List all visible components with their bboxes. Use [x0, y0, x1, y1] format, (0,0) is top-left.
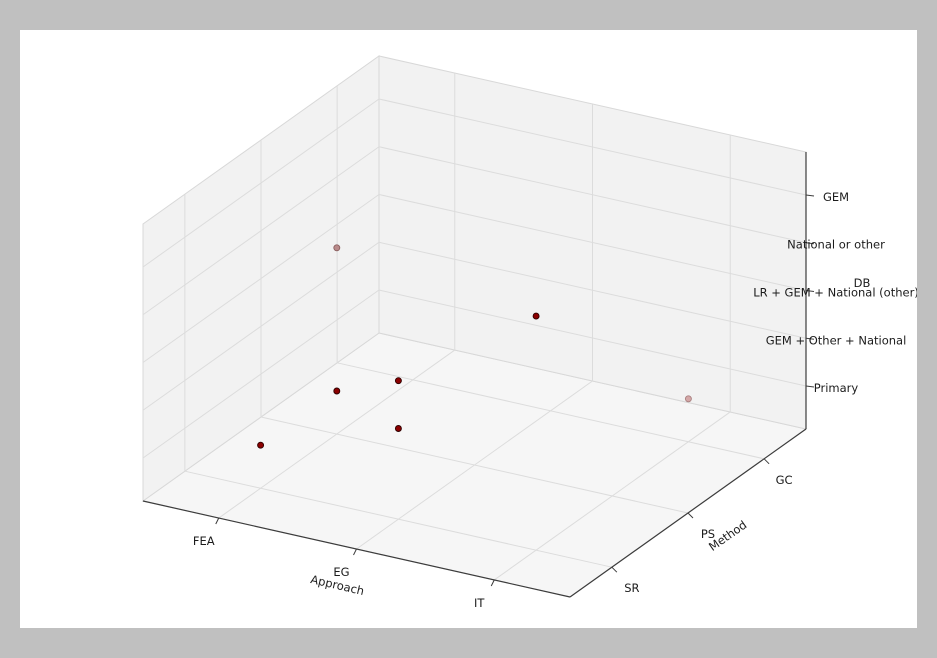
z-tick	[805, 337, 815, 340]
y-tick-label: GC	[776, 473, 793, 487]
z-axis-label: DB	[854, 276, 871, 290]
z-tick-label: LR + GEM + National (other)	[753, 286, 917, 300]
y-tick-label: PS	[701, 527, 715, 541]
z-tick	[805, 385, 815, 388]
gridline	[142, 146, 380, 316]
y-tick-label: SR	[624, 581, 639, 595]
data-point	[394, 425, 402, 432]
gridline	[260, 416, 689, 514]
x-tick	[490, 579, 495, 587]
y-tick	[687, 512, 694, 519]
gridline	[378, 194, 807, 291]
x-tick	[215, 517, 220, 525]
x-tick	[353, 548, 357, 556]
z-tick-label: National or other	[787, 238, 885, 252]
gridline	[378, 98, 807, 196]
z-tick-label: Primary	[814, 381, 859, 395]
data-point	[394, 377, 402, 385]
z-tick-label: GEM	[823, 190, 849, 204]
x-tick-label: FEA	[193, 534, 215, 548]
data-point	[333, 244, 341, 252]
figure-canvas: FEA EG IT SR PS GC Primary GEM + Other + Nation…	[20, 30, 919, 628]
data-point	[532, 312, 540, 320]
x-tick-label: IT	[474, 596, 485, 610]
gridline	[337, 362, 765, 460]
z-tick-label: GEM + Other + National	[766, 333, 907, 347]
data-point	[257, 441, 265, 449]
gridline	[378, 289, 807, 387]
gridline	[184, 470, 612, 568]
z-tick	[805, 194, 815, 197]
data-point	[684, 395, 692, 403]
y-tick	[611, 566, 618, 573]
gridline	[378, 146, 807, 244]
gridline	[142, 289, 380, 459]
gridline	[142, 241, 380, 411]
gridline	[142, 98, 380, 268]
y-tick	[763, 458, 770, 465]
gridline	[142, 194, 380, 363]
plot-svg: FEA EG IT SR PS GC Primary GEM + Other + Nation…	[141, 55, 919, 610]
gridline	[378, 241, 807, 339]
z-tick	[805, 290, 815, 292]
data-point	[333, 387, 341, 395]
x-tick-label: EG	[333, 565, 349, 579]
z-tick	[805, 242, 815, 245]
